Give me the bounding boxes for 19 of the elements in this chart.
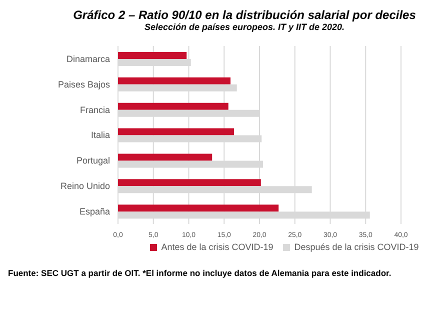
bar bbox=[118, 204, 279, 212]
y-tick-label: Paises Bajos bbox=[58, 79, 110, 90]
y-tick-label: Dinamarca bbox=[66, 54, 110, 64]
bar bbox=[118, 128, 234, 136]
y-tick-label: España bbox=[79, 206, 110, 216]
bar bbox=[118, 102, 228, 110]
chart-title: Gráfico 2 – Ratio 90/10 en la distribución salarial por deciles bbox=[72, 8, 417, 22]
bar bbox=[118, 77, 230, 84]
y-tick-label: Italia bbox=[90, 130, 110, 140]
bar bbox=[118, 52, 187, 59]
legend-label: Después de la crisis COVID-19 bbox=[294, 242, 419, 252]
y-tick-label: Francia bbox=[80, 104, 110, 115]
y-tick-label: Reino Unido bbox=[60, 181, 110, 192]
source-note: Fuente: SEC UGT a partir de OIT. *El informe no incluye datos de Alemania para este indicador. bbox=[8, 268, 392, 278]
y-tick-label: Portugal bbox=[76, 156, 110, 166]
chart-subtitle: Selección de países europeos. IT y IIT de 2020. bbox=[143, 22, 346, 32]
bar bbox=[118, 154, 212, 161]
legend-label: Antes de la crisis COVID-19 bbox=[161, 242, 274, 252]
bar bbox=[118, 179, 261, 186]
